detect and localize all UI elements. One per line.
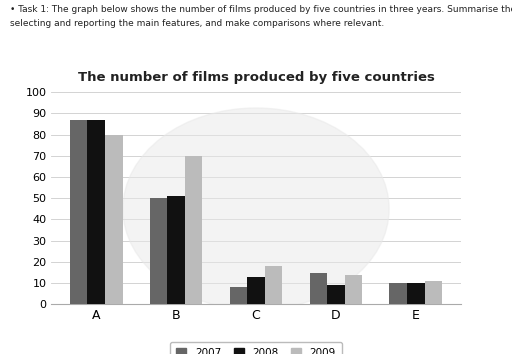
Text: selecting and reporting the main features, and make comparisons where relevant.: selecting and reporting the main feature… (10, 19, 385, 28)
Bar (185, 156, 202, 304)
Bar (327, 285, 345, 304)
Bar (70, 120, 88, 304)
Text: • Task 1: The graph below shows the number of films produced by five countries i: • Task 1: The graph below shows the numb… (10, 5, 512, 14)
Bar (390, 283, 407, 304)
Bar (310, 273, 327, 304)
Title: The number of films produced by five countries: The number of films produced by five cou… (77, 71, 435, 84)
Bar (345, 275, 362, 304)
Bar (247, 277, 265, 304)
Bar (150, 198, 167, 304)
Ellipse shape (123, 108, 389, 310)
Legend: 2007, 2008, 2009: 2007, 2008, 2009 (170, 342, 342, 354)
Bar (407, 283, 424, 304)
Bar (105, 135, 122, 304)
Bar (424, 281, 442, 304)
Bar (229, 287, 247, 304)
Bar (88, 120, 105, 304)
Bar (265, 266, 283, 304)
Bar (167, 196, 185, 304)
